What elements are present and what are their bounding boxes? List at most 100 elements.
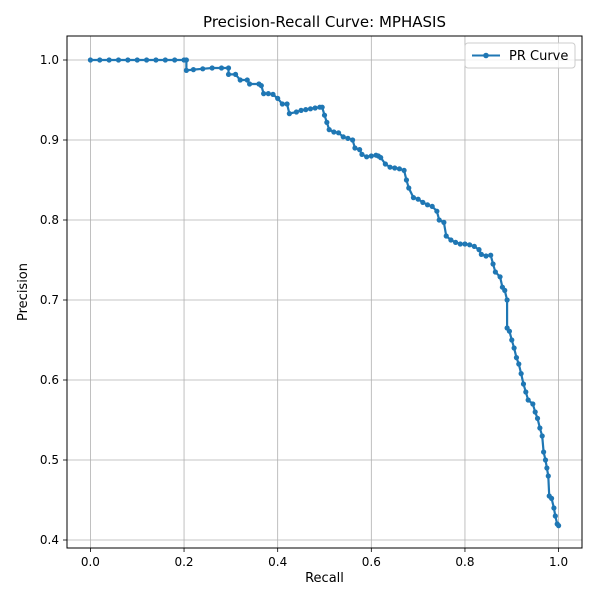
data-point (172, 57, 178, 63)
data-point (307, 106, 314, 112)
x-tick-label: 0.2 (174, 555, 193, 569)
data-point (532, 409, 538, 415)
data-point (225, 65, 232, 71)
data-point (359, 151, 365, 157)
data-point (401, 167, 407, 173)
data-point (452, 239, 459, 245)
plot-frame (66, 35, 583, 549)
data-point (518, 371, 524, 377)
data-point (471, 243, 477, 249)
data-point (490, 261, 496, 267)
data-point (434, 208, 440, 214)
data-point (541, 449, 547, 455)
series-layer (87, 57, 562, 529)
data-point (420, 199, 426, 205)
data-point (162, 57, 168, 63)
data-point (509, 337, 515, 343)
x-tick-label: 0.8 (455, 555, 474, 569)
data-point (497, 274, 503, 280)
data-point (492, 269, 498, 275)
x-tick-label: 0.6 (362, 555, 381, 569)
data-point (424, 202, 431, 208)
data-point (513, 355, 520, 361)
data-point (483, 253, 489, 259)
y-tick-label: 0.8 (40, 213, 59, 227)
y-tick-label: 0.7 (40, 293, 59, 307)
data-point (349, 137, 356, 143)
legend-label: PR Curve (509, 49, 568, 64)
data-point (415, 196, 421, 202)
data-point (225, 71, 232, 77)
data-point (183, 57, 189, 63)
data-point (520, 381, 527, 387)
axis-ticks: 0.0 0.2 0.4 0.6 0.8 1.0 0.4 0.5 0.6 0.7 0.8 0.9 1.0 (40, 53, 568, 569)
data-point (457, 241, 463, 247)
data-point (544, 465, 550, 471)
data-point (378, 155, 384, 161)
data-point (340, 134, 346, 140)
data-point (406, 185, 412, 191)
data-point (326, 127, 332, 133)
data-point (467, 242, 473, 248)
y-tick-label: 0.4 (40, 533, 59, 547)
data-point (542, 457, 549, 463)
legend-marker-swatch (483, 52, 489, 59)
data-point (534, 415, 541, 421)
data-point (443, 233, 449, 239)
data-point (488, 252, 494, 258)
data-point (183, 67, 189, 73)
data-point (232, 71, 239, 77)
data-point (506, 328, 513, 334)
data-point (284, 101, 290, 107)
data-point (279, 101, 285, 107)
data-point (97, 57, 103, 63)
chart-title: Precision-Recall Curve: MPHASIS (203, 13, 446, 31)
data-point (209, 65, 215, 71)
data-point (134, 57, 140, 63)
data-point (106, 57, 112, 63)
y-tick-label: 0.9 (40, 133, 59, 147)
data-point (478, 251, 484, 257)
x-tick-label: 1.0 (549, 555, 568, 569)
y-tick-label: 0.5 (40, 453, 59, 467)
data-point (335, 130, 342, 136)
data-point (387, 164, 393, 170)
data-point (265, 91, 271, 97)
data-point (525, 397, 531, 403)
data-point (511, 345, 517, 351)
data-point (143, 57, 150, 63)
data-point (448, 237, 454, 243)
data-point (200, 66, 206, 72)
data-point (303, 107, 309, 113)
data-point (244, 77, 250, 83)
data-point (537, 425, 543, 431)
data-point (237, 77, 243, 83)
y-tick-label: 0.6 (40, 373, 59, 387)
data-point (218, 65, 225, 71)
data-point (551, 505, 557, 511)
x-tick-label: 0.4 (268, 555, 287, 569)
data-point (331, 129, 337, 135)
data-point (270, 91, 276, 97)
data-point (403, 177, 410, 183)
data-point (504, 297, 510, 303)
data-point (436, 217, 442, 223)
data-point (312, 105, 318, 111)
data-point (462, 241, 468, 247)
data-point (357, 147, 363, 153)
data-point (258, 83, 264, 89)
data-point (516, 361, 522, 367)
data-point (539, 433, 545, 439)
data-point (298, 107, 304, 113)
data-point (324, 119, 330, 125)
series-line (90, 58, 560, 527)
data-point (319, 104, 325, 110)
x-tick-label: 0.0 (81, 555, 100, 569)
data-point (364, 154, 370, 160)
data-point (261, 91, 267, 97)
data-point (286, 111, 292, 117)
data-point (502, 287, 508, 293)
legend: PR Curve (464, 42, 576, 69)
